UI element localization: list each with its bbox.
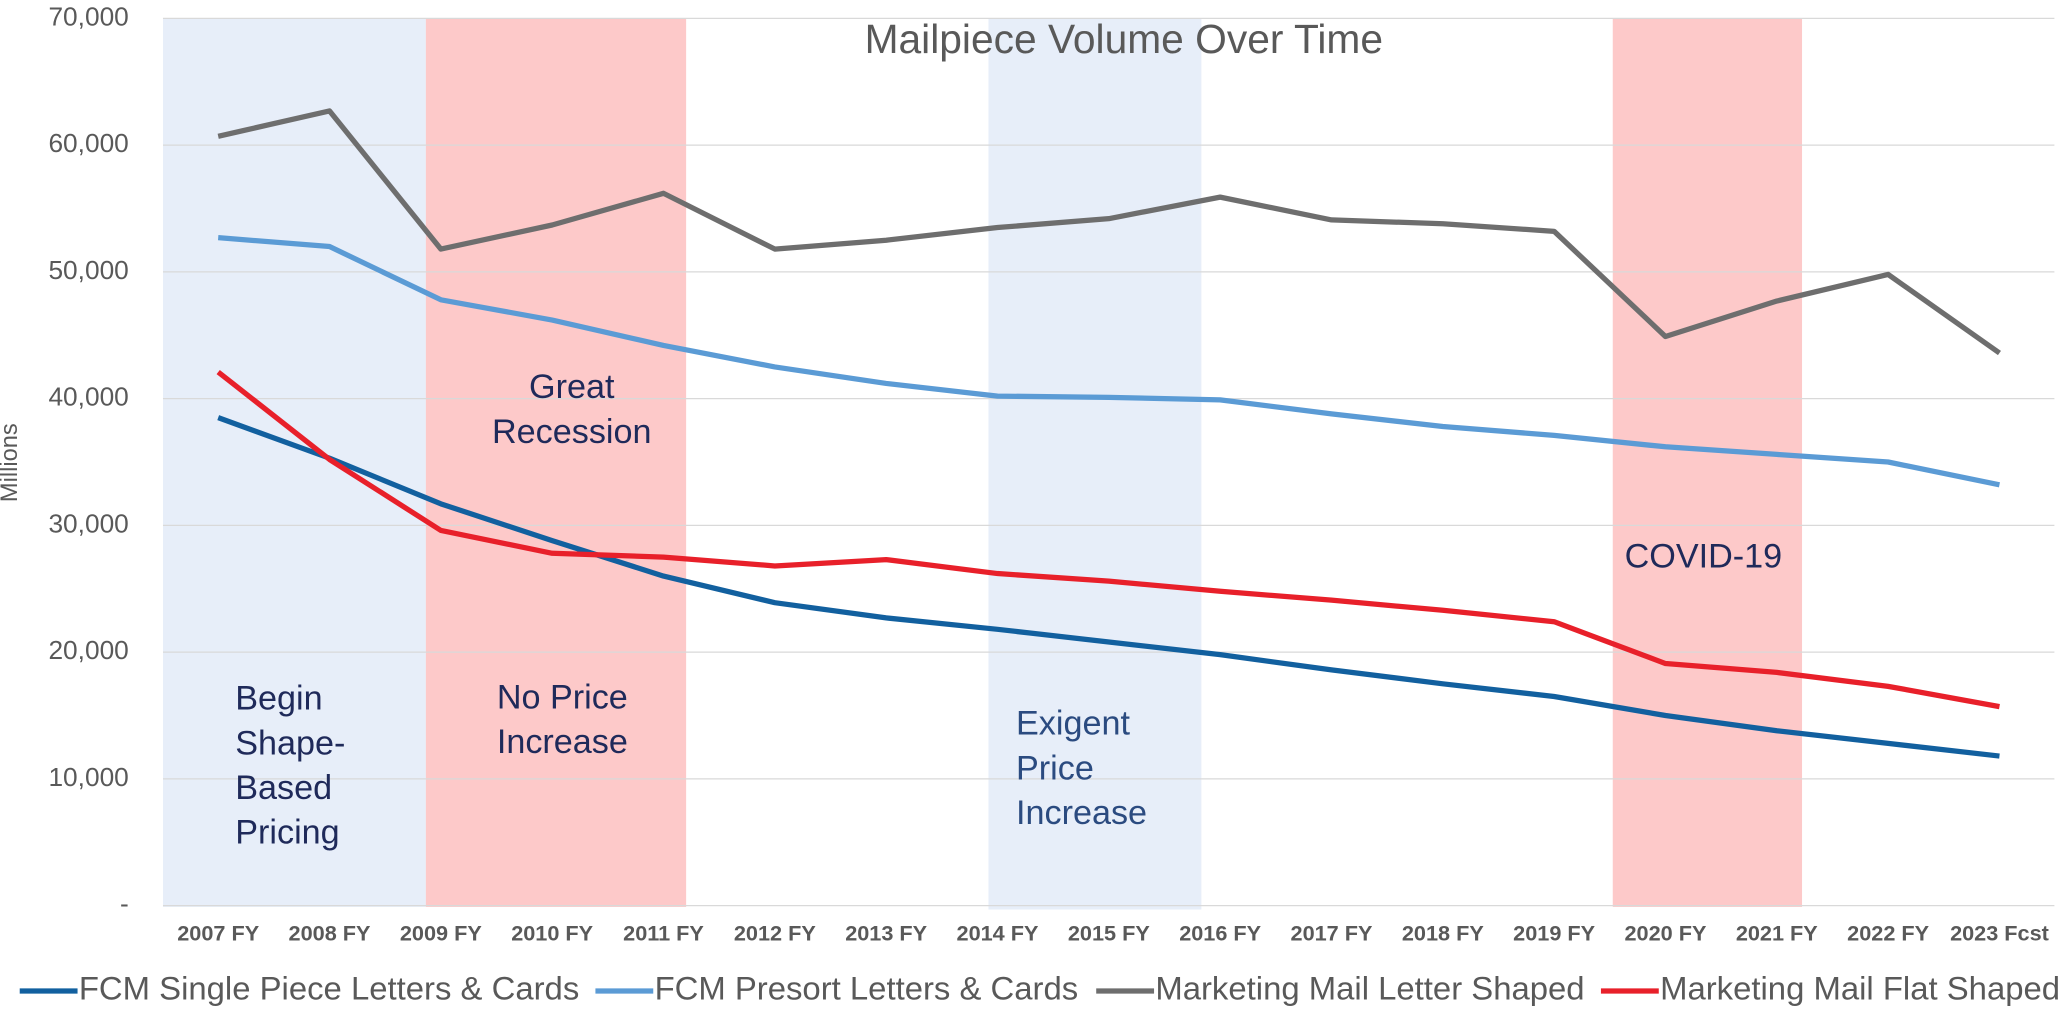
y-tick-label: 40,000 <box>48 382 128 412</box>
x-tick-label: 2011 FY <box>623 920 704 945</box>
x-tick-label: 2014 FY <box>957 920 1039 945</box>
legend-label: FCM Single Piece Letters & Cards <box>79 970 579 1007</box>
shade-region <box>1612 18 1803 907</box>
chart-title: Mailpiece Volume Over Time <box>865 16 1383 62</box>
x-tick-label: 2012 FY <box>734 920 816 945</box>
x-tick-label: 2016 FY <box>1179 920 1261 945</box>
x-tick-label: 2015 FY <box>1068 920 1150 945</box>
annotation: Recession <box>492 413 651 451</box>
annotation: Price <box>1016 749 1094 787</box>
annotation: Exigent <box>1016 705 1130 743</box>
annotation: COVID-19 <box>1625 538 1783 576</box>
x-tick-label: 2017 FY <box>1291 920 1373 945</box>
annotation: Pricing <box>235 814 339 852</box>
legend-label: Marketing Mail Flat Shaped <box>1660 970 2060 1007</box>
x-tick-label: 2022 FY <box>1847 920 1929 945</box>
y-tick-label: 20,000 <box>48 635 128 665</box>
annotation: Increase <box>497 723 628 761</box>
legend-label: FCM Presort Letters & Cards <box>655 970 1079 1007</box>
series-line <box>217 108 2001 356</box>
x-tick-label: 2018 FY <box>1402 920 1484 945</box>
annotation: Increase <box>1016 794 1147 832</box>
annotation: Great <box>529 368 615 406</box>
x-tick-label: 2023 Fcst <box>1950 920 2049 945</box>
x-tick-label: 2009 FY <box>400 920 482 945</box>
x-tick-label: 2010 FY <box>511 920 593 945</box>
series-line <box>217 415 2000 759</box>
x-tick-label: 2019 FY <box>1513 920 1595 945</box>
x-tick-label: 2021 FY <box>1736 920 1818 945</box>
series-line <box>217 235 2000 488</box>
annotation: Begin <box>235 680 322 718</box>
y-tick-label: 30,000 <box>48 508 128 538</box>
y-tick-label: 60,000 <box>48 128 128 158</box>
y-axis-label: Millions <box>0 423 23 502</box>
series-line <box>216 369 2000 710</box>
shade-region <box>988 18 1202 910</box>
annotation: No Price <box>497 678 628 716</box>
x-tick-label: 2013 FY <box>845 920 927 945</box>
x-tick-label: 2020 FY <box>1625 920 1707 945</box>
y-tick-label: 50,000 <box>48 255 128 285</box>
y-tick-label: 70,000 <box>48 1 128 31</box>
shade-region <box>162 18 426 907</box>
annotation: Based <box>235 769 332 807</box>
annotation: Shape- <box>235 724 345 762</box>
y-tick-label: 10,000 <box>48 762 128 792</box>
x-tick-label: 2007 FY <box>177 920 259 945</box>
legend-label: Marketing Mail Letter Shaped <box>1155 970 1584 1007</box>
y-tick-label: - <box>120 889 129 919</box>
shade-region <box>425 18 687 907</box>
x-tick-label: 2008 FY <box>289 920 371 945</box>
